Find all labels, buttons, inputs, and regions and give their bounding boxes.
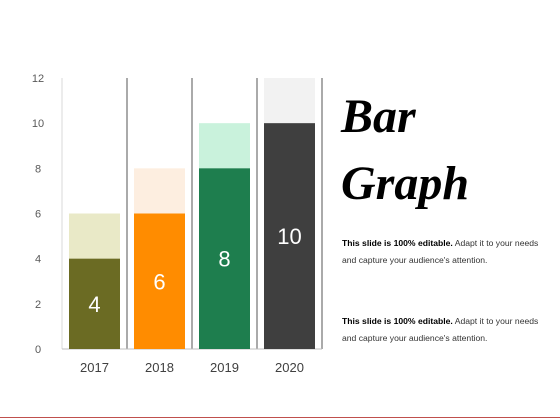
data-label-2018: 6 — [153, 269, 165, 294]
bar-chart: 0 2 4 6 8 10 12 4 2017 6 2018 8 2019 10 2020 — [32, 73, 323, 375]
description-bold-2: This slide is 100% editable. — [342, 316, 453, 326]
x-tick-label-2020: 2020 — [275, 360, 304, 375]
x-tick-label-2019: 2019 — [210, 360, 239, 375]
data-label-2017: 4 — [88, 292, 100, 317]
bar-2019 — [199, 168, 250, 349]
y-tick-label: 12 — [32, 73, 44, 85]
bottom-divider — [0, 417, 560, 418]
bar-2018 — [134, 213, 185, 349]
y-tick-label: 4 — [35, 254, 41, 266]
x-tick-label-2017: 2017 — [80, 360, 109, 375]
description-text-2: Adapt it to your needs and capture your … — [342, 316, 539, 343]
slide-title-line-1: Bar — [341, 90, 416, 143]
y-tick-label: 2 — [35, 299, 41, 311]
slide-title-line-2: Graph — [341, 157, 470, 210]
y-tick-label: 6 — [35, 209, 41, 221]
y-tick-label: 0 — [35, 344, 41, 356]
description-paragraph-2: This slide is 100% editable. Adapt it to… — [342, 313, 542, 347]
y-tick-label: 8 — [35, 163, 41, 175]
bar-2020 — [264, 123, 315, 350]
description-bold-1: This slide is 100% editable. — [342, 238, 453, 248]
x-tick-label-2018: 2018 — [145, 360, 174, 375]
description-text-1: Adapt it to your needs and capture your … — [342, 238, 539, 265]
description-paragraph-1: This slide is 100% editable. Adapt it to… — [342, 235, 542, 269]
y-tick-label: 10 — [32, 118, 44, 130]
data-label-2019: 8 — [218, 247, 230, 272]
data-label-2020: 10 — [277, 224, 301, 249]
bar-2017 — [69, 258, 120, 349]
